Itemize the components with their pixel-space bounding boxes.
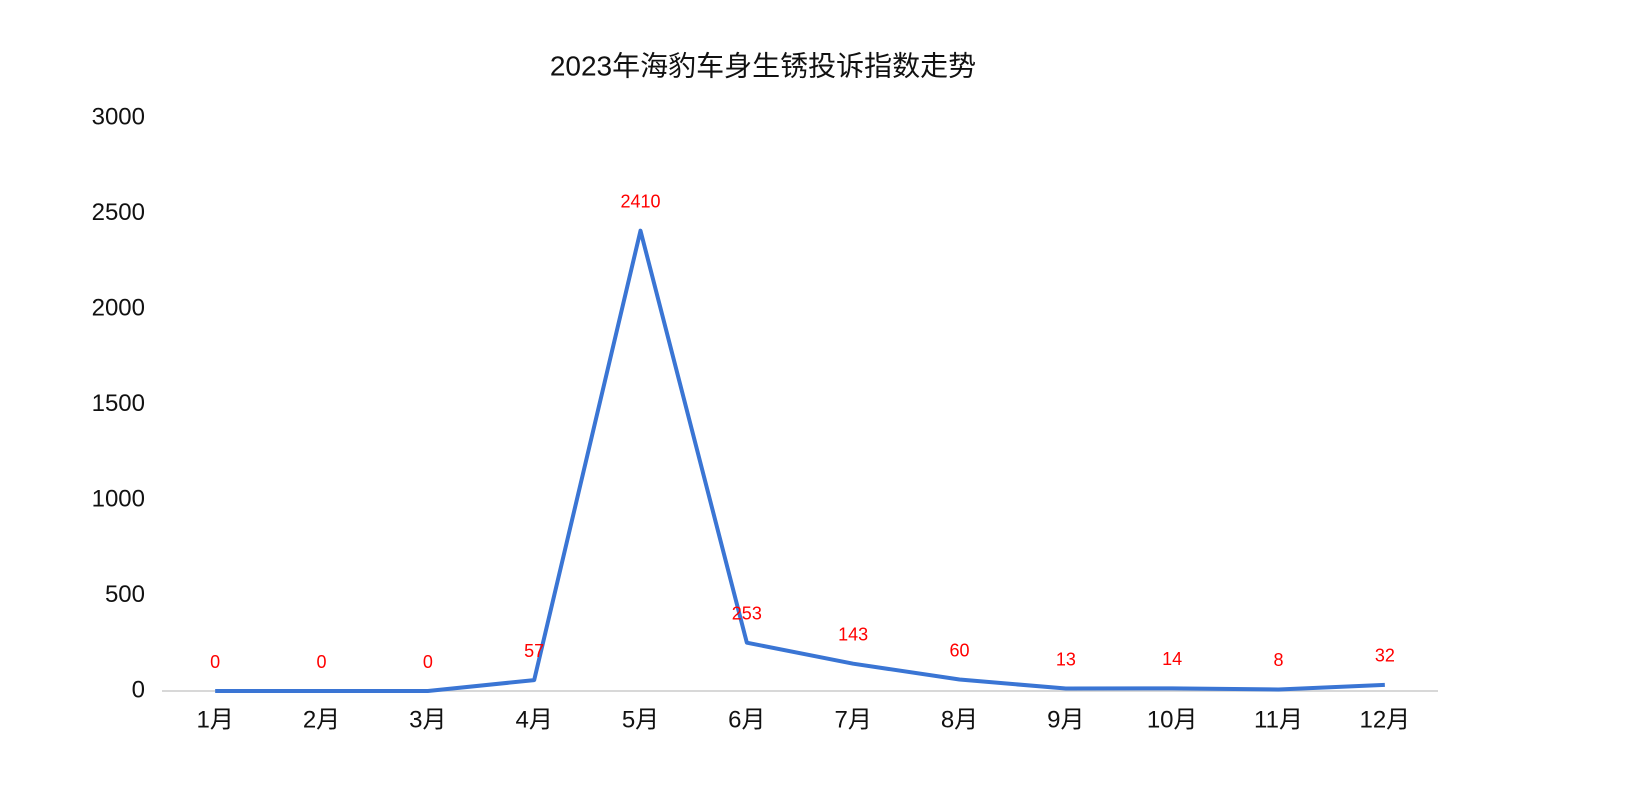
data-label: 8 [1273, 650, 1283, 670]
y-tick-label: 1500 [92, 390, 145, 417]
x-tick-label: 8月 [941, 706, 978, 733]
data-label: 0 [423, 652, 433, 672]
x-tick-label: 12月 [1359, 706, 1410, 733]
x-tick-label: 10月 [1147, 706, 1198, 733]
line [215, 228, 1385, 693]
chart-title: 2023年海豹车身生锈投诉指数走势 [550, 50, 976, 81]
data-label: 32 [1375, 646, 1395, 666]
x-tick-label: 7月 [834, 706, 871, 733]
x-tick-label: 2月 [303, 706, 340, 733]
y-tick-label: 2500 [92, 199, 145, 226]
data-label: 0 [210, 652, 220, 672]
y-tick-label: 500 [105, 581, 145, 608]
x-tick-label: 6月 [728, 706, 765, 733]
data-label: 60 [949, 640, 969, 660]
x-tick-label: 3月 [409, 706, 446, 733]
data-label: 143 [838, 624, 868, 644]
data-label: 13 [1056, 649, 1076, 669]
x-tick-label: 5月 [622, 706, 659, 733]
x-tick-label: 9月 [1047, 706, 1084, 733]
x-tick-label: 11月 [1254, 706, 1303, 733]
y-tick-label: 3000 [92, 103, 145, 130]
data-label: 14 [1162, 649, 1182, 669]
y-tick-label: 0 [132, 676, 145, 703]
x-tick-label: 1月 [196, 706, 233, 733]
data-label: 0 [316, 652, 326, 672]
y-tick-label: 2000 [92, 294, 145, 321]
y-tick-label: 1000 [92, 485, 145, 512]
data-label: 2410 [620, 191, 660, 211]
data-label: 253 [732, 603, 762, 623]
x-tick-label: 4月 [515, 706, 552, 733]
data-label: 57 [524, 641, 544, 661]
